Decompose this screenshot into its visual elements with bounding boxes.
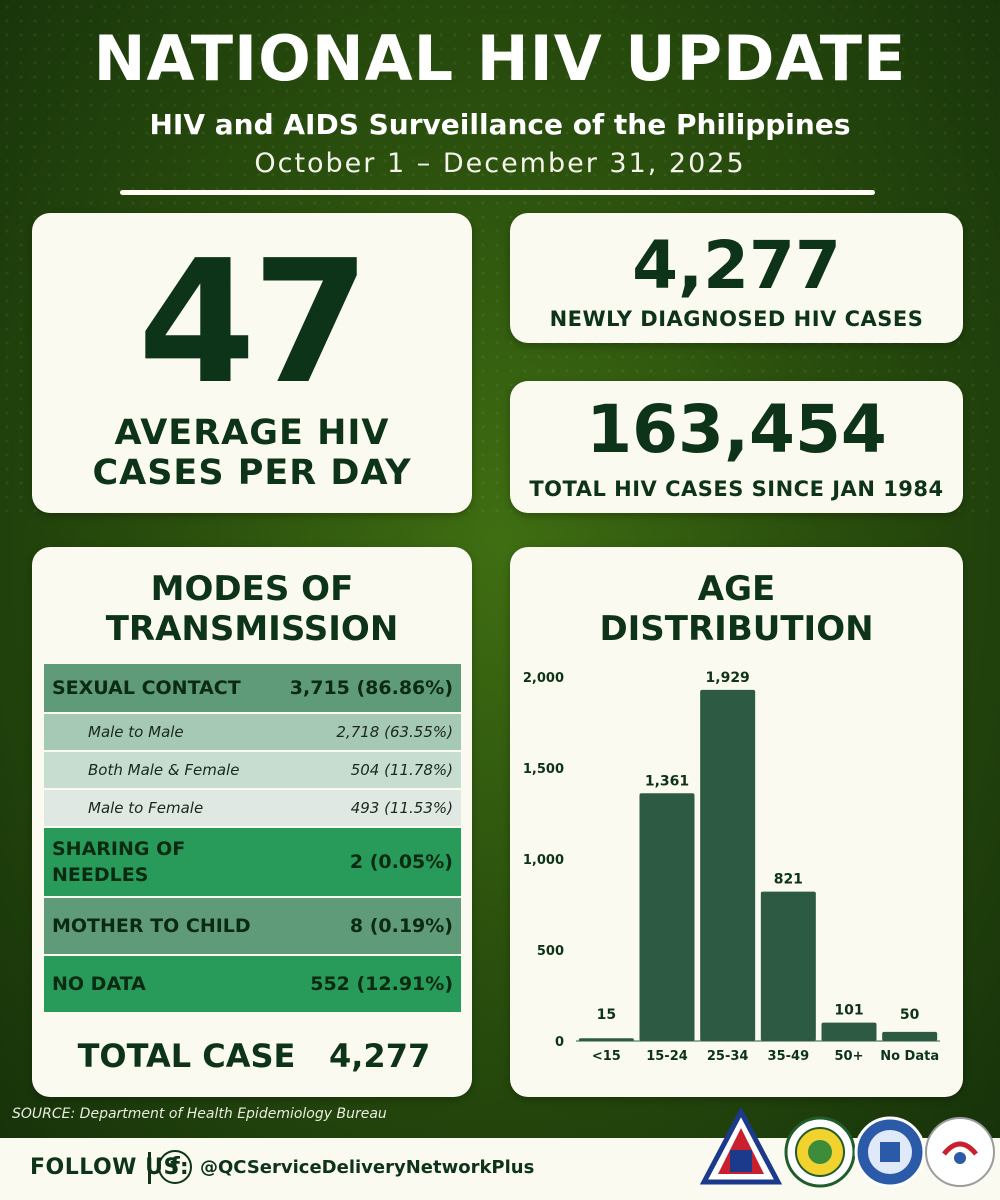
- modes-title-line1: MODES OF: [150, 569, 354, 609]
- transmission-value: 552 (12.91%): [310, 973, 453, 995]
- transmission-value: 2 (0.05%): [349, 851, 453, 873]
- page-subtitle: HIV and AIDS Surveillance of the Philipp…: [149, 108, 851, 141]
- transmission-subrow: Both Male & Female 504 (11.78%): [44, 752, 461, 790]
- bar-15-24: [639, 793, 695, 1041]
- service-delivery-network-logo-icon: [925, 1117, 995, 1187]
- x-tick-label: 15-24: [646, 1049, 688, 1064]
- transmission-label: Both Male & Female: [88, 761, 240, 779]
- x-tick-label: 35-49: [768, 1049, 810, 1064]
- y-tick-label: 0: [555, 1035, 564, 1050]
- newly-diagnosed-card: 4,277 NEWLY DIAGNOSED HIV CASES: [510, 213, 963, 343]
- transmission-value: 3,715 (86.86%): [289, 677, 453, 699]
- age-distribution-chart: 0 500 1,000 1,500 2,000 15 <15 1,361 15-24 1,929 2…: [523, 670, 940, 1064]
- title-divider: [120, 190, 875, 195]
- total-case-row: TOTAL CASE 4,277: [44, 1037, 461, 1075]
- average-cases-label: AVERAGE HIV CASES PER DAY: [32, 413, 472, 493]
- transmission-value: 493 (11.53%): [350, 799, 453, 817]
- follow-divider: [148, 1152, 151, 1184]
- transmission-row: SHARING OF NEEDLES 2 (0.05%): [44, 828, 461, 898]
- bar-25-34: [700, 689, 756, 1041]
- transmission-row: NO DATA 552 (12.91%): [44, 956, 461, 1014]
- bar-data-label: 1,929: [706, 670, 750, 686]
- average-cases-label-line1: AVERAGE HIV: [114, 413, 390, 453]
- transmission-label: SEXUAL CONTACT: [52, 677, 241, 699]
- age-distribution-card: AGE DISTRIBUTION 0 500 1,000 1,500 2,000 15 <1…: [510, 547, 963, 1097]
- transmission-label: Male to Male: [88, 723, 184, 741]
- x-tick-label: <15: [592, 1049, 621, 1064]
- facebook-handle-link[interactable]: @QCServiceDeliveryNetworkPlus: [200, 1157, 535, 1178]
- transmission-value: 2,718 (63.55%): [336, 723, 453, 741]
- bar-data-label: 15: [597, 1007, 616, 1023]
- transmission-label: SHARING OF NEEDLES: [52, 838, 186, 886]
- transmission-label: NO DATA: [52, 973, 146, 995]
- total-case-label: TOTAL CASE: [77, 1037, 296, 1075]
- total-cases-label: TOTAL HIV CASES SINCE JAN 1984: [529, 477, 944, 501]
- transmission-value: 504 (11.78%): [350, 761, 453, 779]
- bar-data-label: 50: [900, 1007, 920, 1023]
- age-title-line2: DISTRIBUTION: [599, 609, 874, 649]
- transmission-label: Male to Female: [88, 799, 204, 817]
- transmission-label: MOTHER TO CHILD: [52, 915, 251, 937]
- transmission-table: SEXUAL CONTACT 3,715 (86.86%) Male to Male…: [44, 664, 461, 1014]
- average-cases-label-line2: CASES PER DAY: [92, 453, 412, 493]
- average-cases-value: 47: [137, 224, 371, 422]
- total-cases-value: 163,454: [586, 391, 887, 468]
- quezon-city-health-department-logo-icon: [784, 1116, 856, 1188]
- facebook-icon[interactable]: f: [158, 1150, 192, 1184]
- bar-no-data: [882, 1031, 938, 1041]
- source-note: SOURCE: Department of Health Epidemiolog…: [12, 1106, 387, 1122]
- newly-diagnosed-value: 4,277: [632, 227, 841, 304]
- transmission-subrow: Male to Female 493 (11.53%): [44, 790, 461, 828]
- y-tick-label: 1,000: [523, 853, 564, 868]
- y-tick-label: 2,000: [523, 671, 564, 686]
- y-tick-label: 1,500: [523, 762, 564, 777]
- age-title-line1: AGE: [697, 569, 776, 609]
- total-cases-card: 163,454 TOTAL HIV CASES SINCE JAN 1984: [510, 381, 963, 513]
- modes-of-transmission-card: MODES OF TRANSMISSION SEXUAL CONTACT 3,71…: [32, 547, 472, 1097]
- date-range: October 1 – December 31, 2025: [254, 148, 746, 179]
- bar-data-label: 101: [834, 1003, 863, 1019]
- x-tick-label: No Data: [880, 1049, 939, 1064]
- x-tick-label: 50+: [835, 1049, 864, 1064]
- modes-title: MODES OF TRANSMISSION: [32, 569, 472, 649]
- newly-diagnosed-label: NEWLY DIAGNOSED HIV CASES: [549, 307, 924, 331]
- transmission-row: MOTHER TO CHILD 8 (0.19%): [44, 898, 461, 956]
- transmission-subrow: Male to Male 2,718 (63.55%): [44, 714, 461, 752]
- page-title: NATIONAL HIV UPDATE: [93, 22, 907, 95]
- transmission-row: SEXUAL CONTACT 3,715 (86.86%): [44, 664, 461, 714]
- lungsod-quezon-seal-icon: [700, 1108, 782, 1185]
- x-tick-label: 25-34: [707, 1049, 749, 1064]
- transmission-value: 8 (0.19%): [349, 915, 453, 937]
- bar-50-: [821, 1022, 877, 1041]
- epidemiology-surveillance-division-logo-icon: [854, 1116, 926, 1188]
- age-title: AGE DISTRIBUTION: [510, 569, 963, 649]
- average-cases-card: 47 AVERAGE HIV CASES PER DAY: [32, 213, 472, 513]
- bar-35-49: [760, 891, 816, 1041]
- bar-data-label: 821: [774, 872, 803, 888]
- total-case-value: 4,277: [329, 1037, 431, 1075]
- bar--15: [578, 1038, 634, 1041]
- bar-data-label: 1,361: [645, 773, 689, 789]
- modes-title-line2: TRANSMISSION: [105, 609, 399, 649]
- y-tick-label: 500: [537, 944, 564, 959]
